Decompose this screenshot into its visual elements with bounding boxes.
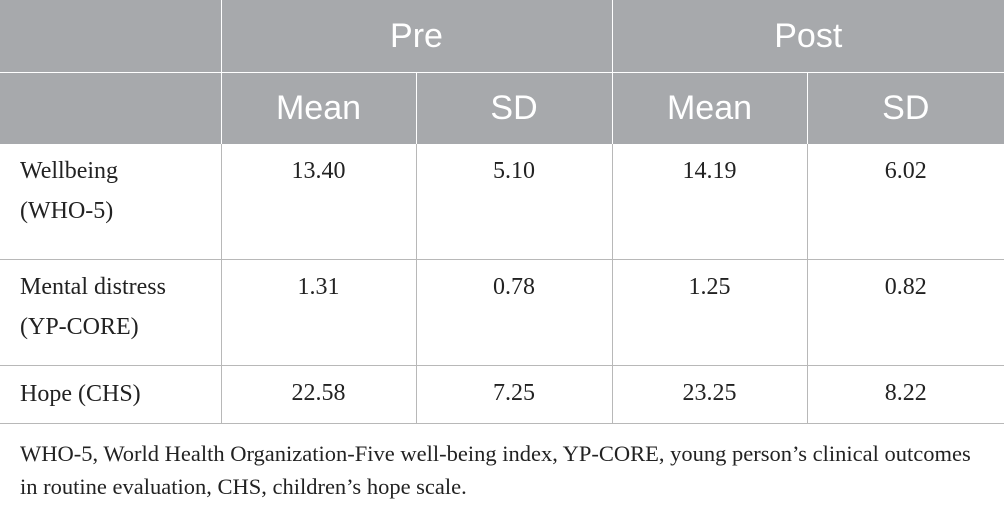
results-table: Pre Post Mean SD Mean SD Wellbeing (WHO-… bbox=[0, 0, 1004, 424]
pre-mean-cell: 13.40 bbox=[220, 144, 416, 260]
table-row: Mental distress (YP-CORE) 1.31 0.78 1.25… bbox=[0, 259, 1004, 366]
sub-header-row: Mean SD Mean SD bbox=[0, 72, 1004, 144]
header-pre-sd: SD bbox=[415, 72, 613, 144]
pre-sd-cell: 0.78 bbox=[415, 259, 613, 366]
row-label-line2: (WHO-5) bbox=[20, 198, 114, 224]
row-label-line1: Mental distress bbox=[20, 273, 166, 300]
row-label-line1: Hope (CHS) bbox=[20, 380, 141, 407]
header-post-mean: Mean bbox=[611, 72, 808, 144]
header-corner-cell bbox=[0, 0, 221, 73]
pre-sd-cell: 7.25 bbox=[415, 365, 613, 424]
pre-mean-cell: 1.31 bbox=[220, 259, 416, 366]
pre-sd-cell: 5.10 bbox=[415, 144, 613, 260]
post-mean-cell: 14.19 bbox=[611, 144, 808, 260]
row-label-line1: Wellbeing bbox=[20, 158, 119, 184]
header-corner-cell bbox=[0, 72, 221, 144]
table-row: Wellbeing (WHO-5) 13.40 5.10 14.19 6.02 bbox=[0, 144, 1004, 260]
row-label-hope: Hope (CHS) bbox=[0, 365, 221, 424]
post-sd-cell: 0.82 bbox=[806, 259, 1004, 366]
post-sd-cell: 6.02 bbox=[806, 144, 1004, 260]
row-label-mental-distress: Mental distress (YP-CORE) bbox=[0, 259, 221, 366]
table-footnote: WHO-5, World Health Organization-Five we… bbox=[20, 441, 971, 499]
post-mean-cell: 23.25 bbox=[611, 365, 808, 424]
pre-mean-cell: 22.58 bbox=[220, 365, 416, 424]
row-label-line2: (YP-CORE) bbox=[20, 313, 139, 340]
group-header-row: Pre Post bbox=[0, 0, 1004, 73]
header-pre-mean: Mean bbox=[220, 72, 416, 144]
header-post-sd: SD bbox=[806, 72, 1004, 144]
header-post: Post bbox=[611, 0, 1004, 73]
row-label-wellbeing: Wellbeing (WHO-5) bbox=[0, 144, 221, 260]
table-row: Hope (CHS) 22.58 7.25 23.25 8.22 bbox=[0, 365, 1004, 424]
header-pre: Pre bbox=[220, 0, 613, 73]
post-sd-cell: 8.22 bbox=[806, 365, 1004, 424]
post-mean-cell: 1.25 bbox=[611, 259, 808, 366]
